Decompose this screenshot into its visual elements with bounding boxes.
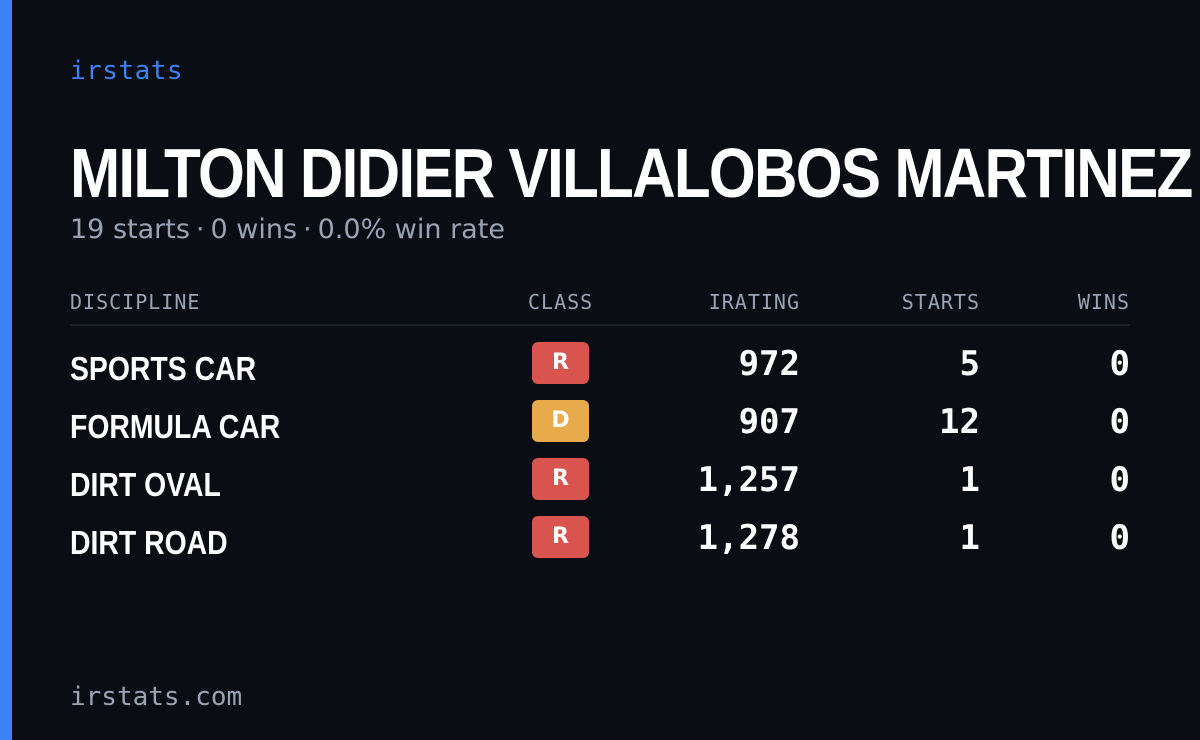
- summary-wins: 0 wins: [210, 214, 298, 245]
- row-wins: 0: [1109, 460, 1130, 500]
- row-irating: 972: [738, 344, 800, 384]
- row-irating: 1,278: [697, 518, 800, 558]
- row-discipline: FORMULA CAR: [70, 408, 281, 445]
- row-starts: 12: [939, 402, 980, 442]
- row-starts: 1: [959, 460, 980, 500]
- summary-starts: 19 starts: [70, 214, 190, 245]
- license-class-badge: R: [532, 458, 589, 500]
- header-irating: IRATING: [708, 290, 800, 314]
- row-wins: 0: [1109, 518, 1130, 558]
- row-irating: 1,257: [697, 460, 800, 500]
- row-wins: 0: [1109, 402, 1130, 442]
- row-starts: 5: [959, 344, 980, 384]
- header-starts: STARTS: [901, 290, 980, 314]
- accent-bar: [0, 0, 12, 740]
- header-class: CLASS: [528, 290, 594, 314]
- summary-separator: ·: [195, 214, 205, 245]
- license-class-badge: R: [532, 342, 589, 384]
- brand-logo: irstats: [70, 56, 184, 86]
- row-wins: 0: [1109, 344, 1130, 384]
- table-row: SPORTS CAR R 972 5 0: [70, 342, 1130, 400]
- license-class-badge: R: [532, 516, 589, 558]
- footer-url: irstats.com: [70, 682, 243, 712]
- driver-summary: 19 starts · 0 wins · 0.0% win rate: [70, 214, 505, 245]
- row-discipline: SPORTS CAR: [70, 350, 257, 387]
- summary-win-rate: 0.0% win rate: [317, 214, 505, 245]
- header-wins: WINS: [1077, 290, 1130, 314]
- header-discipline: DISCIPLINE: [70, 290, 201, 314]
- summary-separator: ·: [303, 214, 312, 245]
- license-class-badge: D: [532, 400, 589, 442]
- table-header: DISCIPLINE CLASS IRATING STARTS WINS: [70, 290, 1130, 326]
- row-irating: 907: [738, 402, 800, 442]
- table-row: DIRT OVAL R 1,257 1 0: [70, 458, 1130, 516]
- row-discipline: DIRT ROAD: [70, 524, 228, 561]
- driver-name: MILTON DIDIER VILLALOBOS MARTINEZ: [70, 134, 1193, 212]
- row-discipline: DIRT OVAL: [70, 466, 221, 503]
- table-row: DIRT ROAD R 1,278 1 0: [70, 516, 1130, 574]
- table-row: FORMULA CAR D 907 12 0: [70, 400, 1130, 458]
- row-starts: 1: [959, 518, 980, 558]
